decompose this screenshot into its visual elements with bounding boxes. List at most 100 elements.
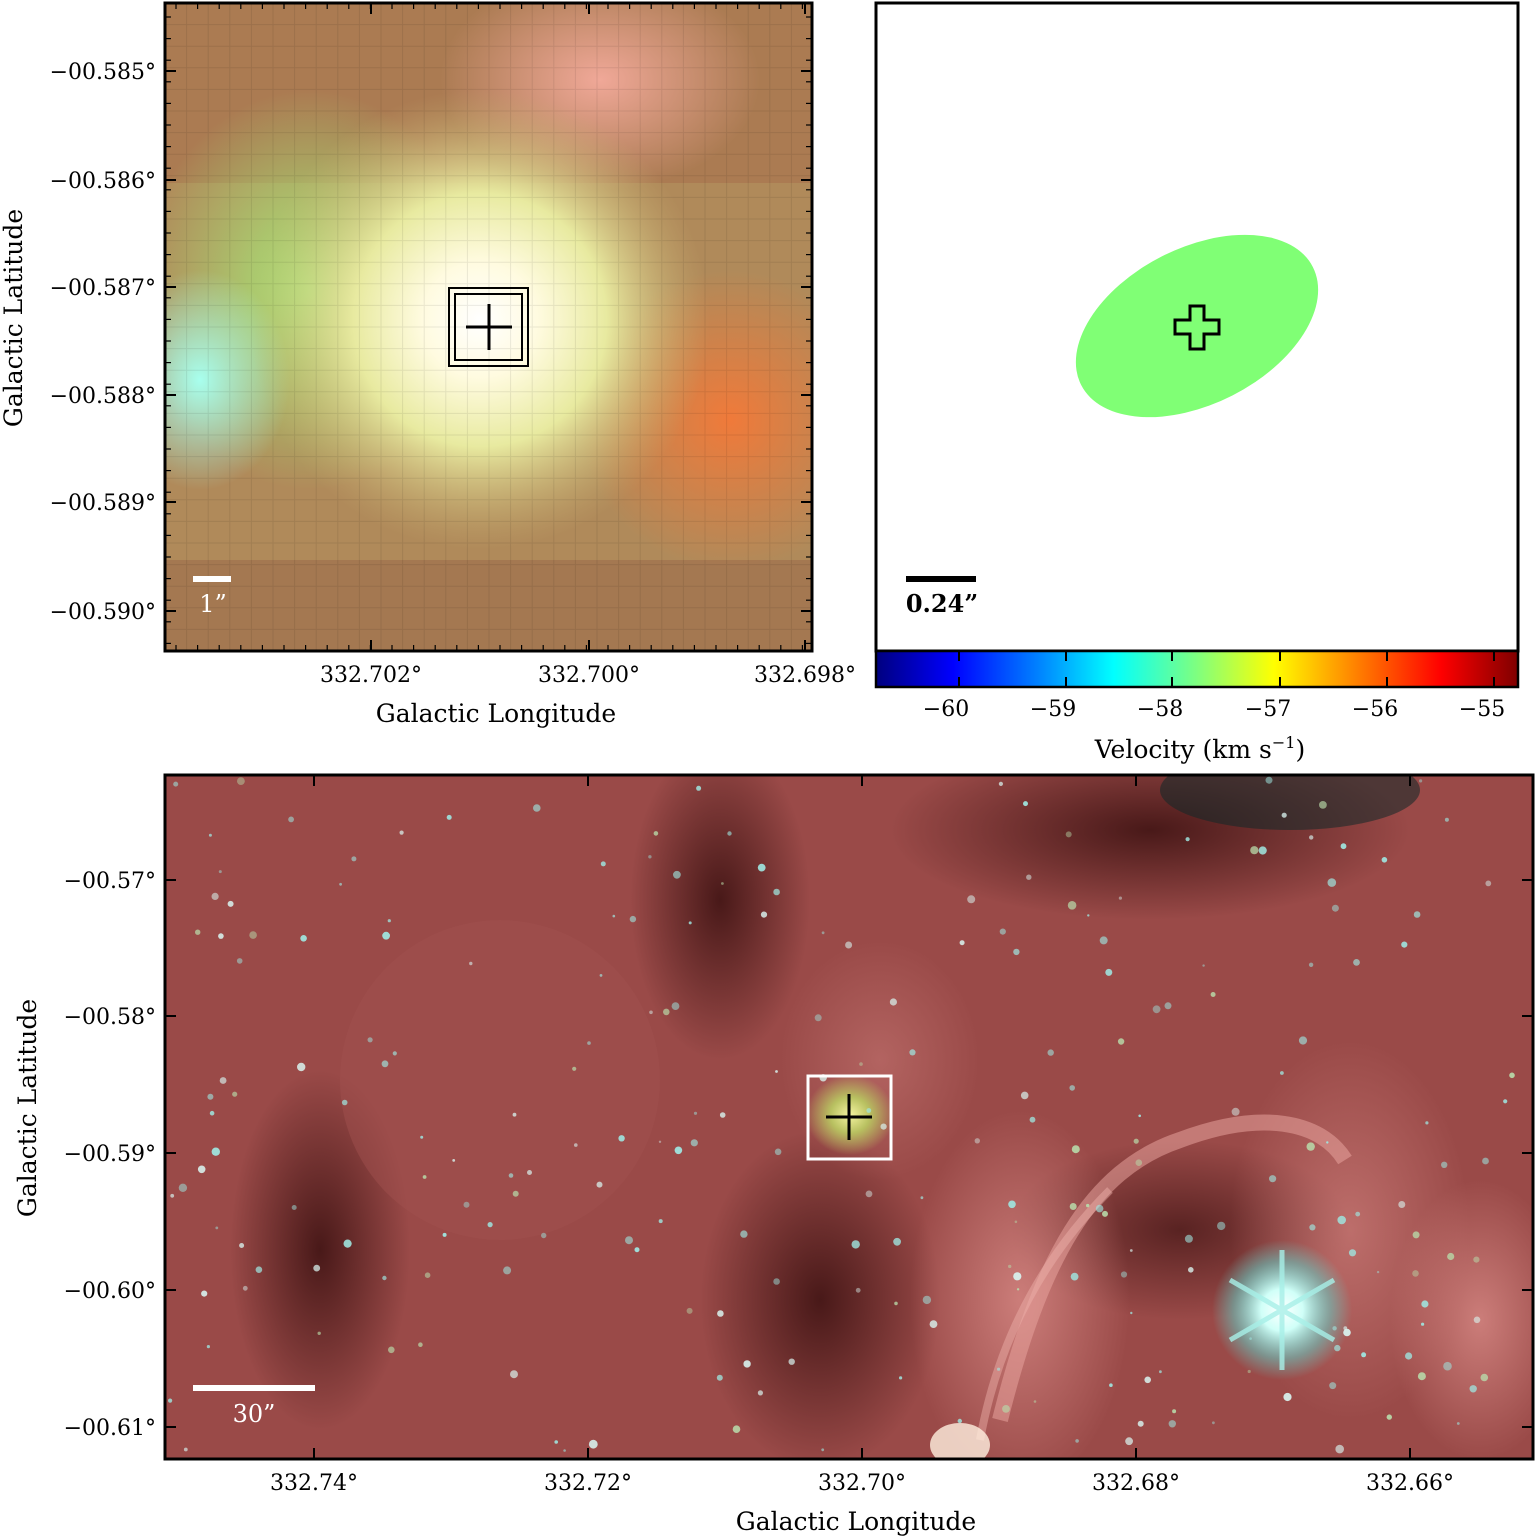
star [527,1170,532,1175]
star [893,1237,901,1246]
star [967,895,976,904]
star [1029,1116,1036,1123]
wide-frame [163,773,1535,1461]
star [663,1008,670,1016]
star [1135,1159,1143,1166]
velocity-scalebar: 0.24” [906,576,978,618]
star [170,1193,175,1198]
star [215,1226,219,1230]
star [197,1165,206,1174]
star [1480,1373,1489,1382]
star [1319,801,1327,809]
zoom-ytick: −00.587° [50,276,156,301]
star [487,1222,493,1228]
star [291,1205,297,1210]
zoom-scalebar: 1” [193,576,231,618]
star [1065,831,1072,838]
star [625,1236,633,1245]
star [1105,968,1113,976]
star [855,1287,861,1293]
zoom-xlabel: Galactic Longitude [376,699,616,728]
velocity-blob [1075,234,1319,418]
star [693,1111,698,1115]
wide-xtick: 332.68° [1092,1471,1180,1496]
star [1308,962,1314,967]
star [920,1196,924,1200]
star [209,1110,215,1116]
star [1047,1049,1054,1056]
zoom-frame [163,1,814,653]
star [760,911,768,918]
star [313,1264,321,1272]
star [341,1099,348,1106]
star [673,870,681,879]
star [740,1230,748,1238]
star [1109,1383,1113,1387]
star [1503,1099,1508,1104]
star [1118,896,1122,900]
star [1444,817,1449,822]
wide-xtick: 332.74° [270,1471,358,1496]
wide-y-tick-labels: −00.57° −00.58° −00.59° −00.60° −00.61° [64,869,156,1441]
colorbar-ticks [958,651,1495,687]
star [974,1138,980,1144]
zoom-x-tick-labels: 332.702° 332.700° 332.698° [320,663,856,688]
star [446,814,452,820]
colorbar: −60 −59 −58 −57 −56 −55 Velocity (km s−1… [874,649,1520,764]
star [1099,936,1108,945]
wide-xtick: 332.70° [818,1471,906,1496]
star [424,1272,431,1278]
star [1185,837,1190,842]
star [1217,1221,1226,1231]
star [721,882,724,885]
velocity-source-marker [1173,304,1221,351]
star [173,781,179,787]
star [1069,1085,1075,1091]
star [367,1037,373,1043]
star [1337,1215,1346,1225]
colorbar-tick: −57 [1245,697,1291,722]
star [1298,1036,1308,1045]
star [1023,801,1028,807]
star [183,1447,188,1452]
wide-ticks [165,775,1533,1459]
star [1016,1288,1020,1291]
star [1013,948,1020,956]
star [249,931,257,939]
star [533,804,541,812]
star [814,1014,822,1022]
star [168,1398,173,1403]
wide-ytick: −00.59° [64,1142,156,1167]
star [351,856,357,862]
wide-ytick: −00.61° [64,1416,156,1441]
star [1095,1204,1104,1213]
star [1509,1072,1515,1079]
star [773,1278,780,1285]
star [218,933,224,939]
star [1441,1161,1448,1169]
star [399,830,404,835]
zoom-xtick: 332.698° [754,663,856,688]
star [201,1290,208,1297]
star [206,1345,210,1349]
star [653,831,659,836]
star [1033,1400,1037,1403]
star [178,1183,188,1193]
star [865,1190,873,1198]
star [999,928,1006,935]
star [381,1060,389,1068]
star [998,781,1004,787]
star [588,1439,598,1449]
zoom-ylabel: Galactic Latitude [0,209,28,427]
wide-xtick: 332.72° [544,1471,632,1496]
star [1473,1316,1481,1324]
zoom-minor-ticks [165,3,812,651]
star [1008,1200,1016,1209]
star [1421,1322,1425,1326]
colorbar-tick-labels: −60 −59 −58 −57 −56 −55 [923,697,1505,722]
star [1306,1142,1315,1151]
star [821,931,825,935]
zoom-y-tick-labels: −00.585° −00.586° −00.587° −00.588° −00.… [50,60,156,625]
star [1188,1267,1194,1273]
star [1120,1271,1128,1278]
